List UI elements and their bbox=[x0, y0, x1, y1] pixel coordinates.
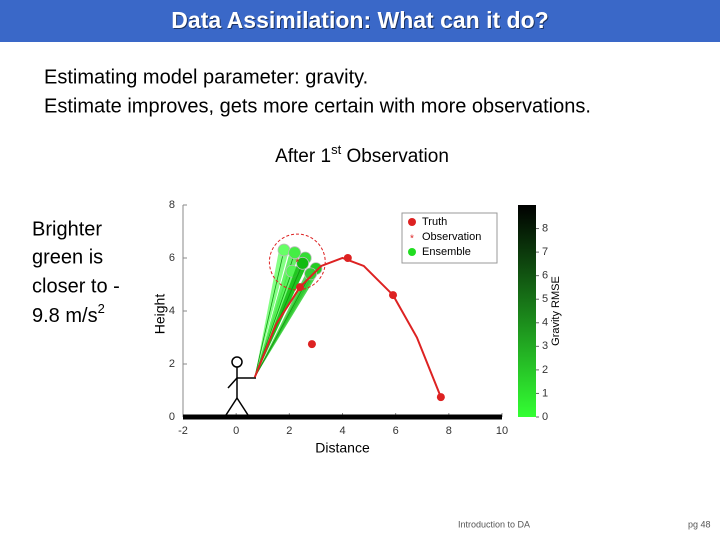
y-tick-label: 0 bbox=[169, 411, 175, 423]
truth-line bbox=[253, 256, 442, 398]
colorbar bbox=[518, 205, 536, 417]
y-tick-label: 2 bbox=[169, 358, 175, 370]
x-tick-label: 10 bbox=[496, 425, 508, 437]
title: Data Assimilation: What can it do? bbox=[171, 7, 548, 33]
ensemble-fan bbox=[254, 250, 290, 378]
ensemble-fan bbox=[254, 258, 311, 378]
ensemble-point bbox=[288, 246, 302, 260]
legend-marker bbox=[408, 218, 416, 226]
observation-error bbox=[268, 233, 326, 291]
colorbar-tick-label: 6 bbox=[542, 270, 548, 282]
body-line: Estimating model parameter: gravity. bbox=[44, 66, 368, 88]
caption-part: Observation bbox=[341, 146, 449, 167]
title-bar bbox=[0, 0, 720, 42]
footer-left: Introduction to DA bbox=[458, 519, 530, 529]
side-note: closer to - bbox=[32, 275, 120, 297]
colorbar-tick-label: 8 bbox=[542, 222, 548, 234]
caption-sup: st bbox=[331, 142, 342, 157]
ensemble-member bbox=[254, 249, 285, 378]
side-note: Brighter bbox=[32, 218, 102, 240]
side-note-sup: 2 bbox=[98, 301, 105, 316]
legend-label: Ensemble bbox=[422, 246, 471, 258]
colorbar-tick-label: 4 bbox=[542, 317, 548, 329]
stick-figure bbox=[225, 356, 256, 416]
truth-point bbox=[343, 254, 352, 262]
ensemble-fan bbox=[254, 268, 321, 378]
title-shadow: Data Assimilation: What can it do? bbox=[172, 8, 549, 34]
y-axis-label: Height bbox=[152, 294, 168, 335]
truth-point bbox=[295, 283, 304, 292]
x-tick-label: 2 bbox=[286, 425, 292, 437]
colorbar-tick-label: 2 bbox=[542, 364, 548, 376]
y-tick-label: 4 bbox=[169, 305, 175, 317]
colorbar-label: Gravity RMSE bbox=[550, 276, 562, 346]
side-note: green is bbox=[32, 246, 103, 268]
caption: After 1st Observation bbox=[275, 142, 449, 167]
observation-point: * bbox=[295, 258, 299, 269]
footer-right: pg 48 bbox=[688, 519, 711, 529]
ensemble-member bbox=[254, 273, 311, 378]
colorbar-tick-label: 0 bbox=[542, 411, 548, 423]
legend-label: Observation bbox=[422, 231, 481, 243]
side-note-part: 9.8 m/s bbox=[32, 305, 98, 327]
x-tick-label: 8 bbox=[446, 425, 452, 437]
ensemble-fan bbox=[254, 273, 316, 378]
legend-label: Truth bbox=[422, 216, 447, 228]
ensemble-point bbox=[304, 267, 318, 281]
x-tick-label: 4 bbox=[339, 425, 345, 437]
ensemble-point bbox=[296, 256, 310, 270]
colorbar-tick-label: 5 bbox=[542, 293, 548, 305]
y-tick-label: 6 bbox=[169, 252, 175, 264]
body-line: Estimate improves, gets more certain wit… bbox=[44, 95, 591, 117]
ensemble-fan bbox=[254, 263, 308, 378]
legend-marker: * bbox=[410, 234, 414, 245]
legend-box bbox=[401, 212, 498, 264]
side-note: 9.8 m/s2 bbox=[32, 301, 105, 327]
truth-point bbox=[389, 291, 398, 300]
caption-part: After 1 bbox=[275, 146, 331, 167]
colorbar-tick-label: 3 bbox=[542, 340, 548, 352]
ensemble-point bbox=[277, 243, 291, 257]
x-tick-label: -2 bbox=[178, 425, 188, 437]
y-tick-label: 8 bbox=[169, 199, 175, 211]
truth-point bbox=[307, 340, 316, 349]
x-tick-label: 6 bbox=[393, 425, 399, 437]
legend-marker bbox=[408, 248, 416, 256]
colorbar-tick-label: 7 bbox=[542, 246, 548, 258]
x-tick-label: 0 bbox=[233, 425, 239, 437]
x-axis-label: Distance bbox=[315, 440, 370, 456]
colorbar-tick-label: 1 bbox=[542, 387, 548, 399]
truth-point bbox=[436, 393, 445, 402]
